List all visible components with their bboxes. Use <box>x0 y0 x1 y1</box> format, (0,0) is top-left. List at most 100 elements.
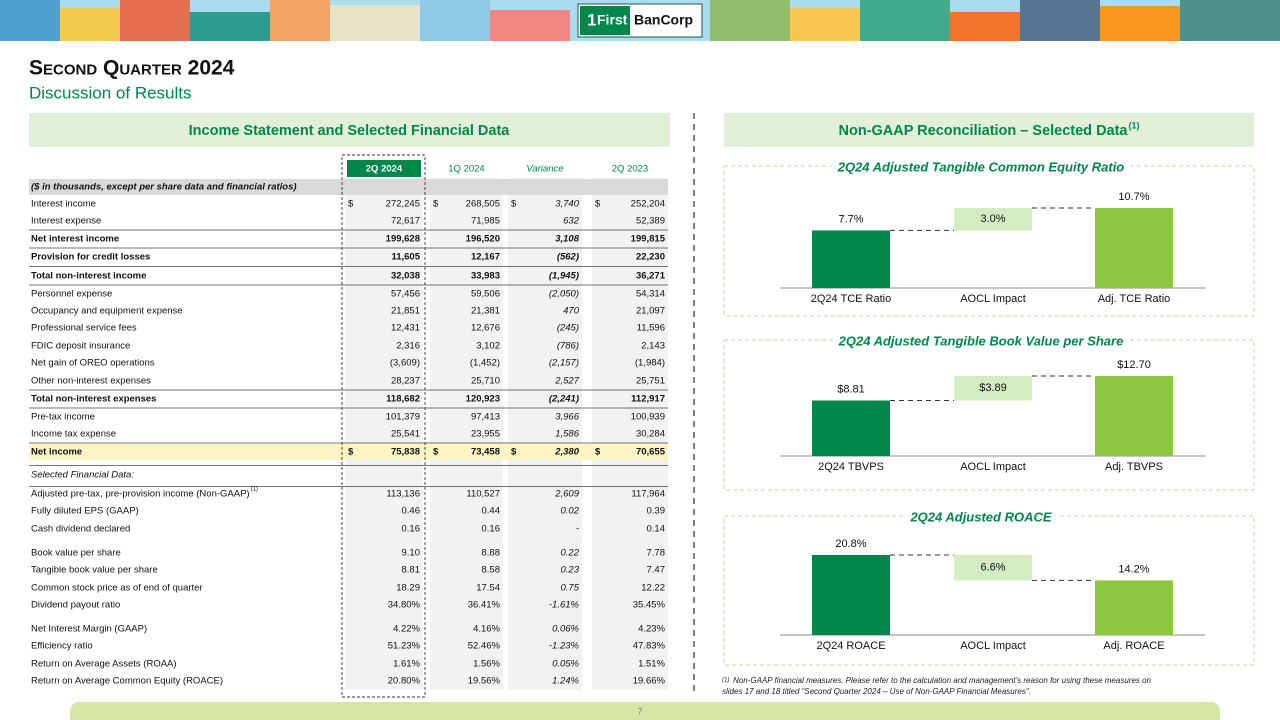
currency: $ <box>595 447 601 458</box>
logo-bancorp: BanCorp <box>634 12 693 28</box>
chart-panel <box>723 165 1255 317</box>
cell-value: 12,167 <box>471 252 500 263</box>
row-label: Efficiency ratio <box>31 641 93 652</box>
cell-value: 0.05% <box>552 659 579 670</box>
cell-value: 272,245 <box>386 199 420 210</box>
table: 2Q 2024 1Q 2024 Variance 2Q 2023 ($ in thous… <box>29 154 668 698</box>
cell-value: 12,431 <box>391 323 420 334</box>
cell-value: 1.24% <box>552 676 579 687</box>
row-label: Net interest income <box>31 234 119 245</box>
currency: $ <box>511 447 517 458</box>
cell-value: 52,389 <box>636 216 665 227</box>
title: Second Quarter 2024 <box>29 57 235 80</box>
row-label: Interest income <box>31 199 96 210</box>
cell-value: 1.51% <box>638 659 665 670</box>
cell-value: 470 <box>563 306 580 317</box>
cell-value: 25,541 <box>391 429 420 440</box>
cell-value: 21,851 <box>391 306 420 317</box>
row-label: Book value per share <box>31 548 121 559</box>
cell-value: 28,237 <box>391 376 420 387</box>
logo-numeral: 1 <box>587 10 596 29</box>
cell-value: 36,271 <box>636 271 666 282</box>
row-label: Net income <box>31 447 82 458</box>
column-bg <box>345 178 423 690</box>
row-label: Fully diluted EPS (GAAP) <box>31 506 139 517</box>
cell-value: 19.56% <box>468 676 501 687</box>
cell-value: 8.58 <box>482 565 501 576</box>
value-label: $3.89 <box>979 382 1007 394</box>
cell-value: 268,505 <box>466 199 500 210</box>
cell-value: 19.66% <box>633 676 666 687</box>
cell-value: (1,452) <box>470 358 500 369</box>
row-label: FDIC deposit insurance <box>31 341 130 352</box>
cell-value: 7.47 <box>647 565 666 576</box>
cell-value: 11,596 <box>637 323 665 334</box>
footnote-marker: (1) <box>722 678 729 684</box>
cell-value: 18.29 <box>396 583 420 594</box>
row-label: Adjusted pre-tax, pre-provision income (… <box>31 489 250 500</box>
cell-value: 72,617 <box>391 216 420 227</box>
charts: 2Q24 Adjusted Tangible Common Equity Rat… <box>723 159 1255 666</box>
value-label: $8.81 <box>837 383 865 395</box>
cell-value: 3,740 <box>555 199 579 210</box>
cell-value: 110,527 <box>466 489 500 500</box>
cell-value: 100,939 <box>631 412 665 423</box>
currency: $ <box>348 447 354 458</box>
currency: $ <box>595 199 601 210</box>
cell-value: 0.39 <box>647 506 666 517</box>
cell-value: (245) <box>557 323 579 334</box>
cell-value: 12,676 <box>471 323 500 334</box>
cell-value: 51.23% <box>388 641 421 652</box>
cell-value: (2,241) <box>549 394 579 405</box>
category-label: Adj. ROACE <box>1103 640 1164 652</box>
row-label: Net gain of OREO operations <box>31 358 155 369</box>
cell-value: 0.23 <box>561 565 580 576</box>
row-label: Occupancy and equipment expense <box>31 306 183 317</box>
category-label: 2Q24 TBVPS <box>818 461 884 473</box>
bar <box>1095 208 1173 288</box>
right-title-note: (1) <box>1129 120 1140 130</box>
title-bg <box>831 159 1131 173</box>
row-label: Selected Financial Data: <box>31 470 134 481</box>
cell-value: 2,609 <box>554 489 579 500</box>
value-label: 10.7% <box>1118 191 1149 203</box>
cell-value: 75,838 <box>391 447 420 458</box>
cell-value: 0.14 <box>647 524 666 535</box>
cell-value: 3,966 <box>555 412 579 423</box>
cell-value: 47.83% <box>633 641 666 652</box>
bar <box>812 555 890 635</box>
bar <box>812 230 890 288</box>
cell-value: 9.10 <box>402 548 421 559</box>
cell-value: 25,751 <box>636 376 665 387</box>
cell-value: (2,157) <box>549 358 579 369</box>
value-label: 3.0% <box>980 213 1005 225</box>
row-label: ($ in thousands, except per share data a… <box>31 182 297 193</box>
title-bg <box>904 509 1058 523</box>
cell-value: 8.88 <box>482 548 501 559</box>
cell-value: 52.46% <box>468 641 501 652</box>
row-note: (1) <box>251 487 258 493</box>
row-label: Total non-interest income <box>31 271 146 282</box>
bar <box>1095 580 1173 635</box>
bar <box>812 400 890 456</box>
cell-value: 4.16% <box>473 624 500 635</box>
banner <box>0 0 1280 41</box>
cell-value: 35.45% <box>633 600 666 611</box>
cell-value: 34.80% <box>388 600 421 611</box>
cell-value: 4.23% <box>638 624 665 635</box>
category-label: AOCL Impact <box>960 461 1026 473</box>
cell-value: 33,983 <box>471 271 500 282</box>
cell-value: 4.22% <box>393 624 420 635</box>
cell-value: 1.56% <box>473 659 500 670</box>
right-section-title: Non-GAAP Reconciliation – Selected Data <box>839 123 1129 139</box>
cell-value: 70,655 <box>636 447 666 458</box>
row-label: Provision for credit losses <box>31 252 150 263</box>
cell-value: 0.44 <box>482 506 501 517</box>
cell-value: 30,284 <box>636 429 665 440</box>
value-label: $12.70 <box>1117 359 1151 371</box>
cell-value: 0.22 <box>561 548 580 559</box>
chart-title: 2Q24 Adjusted ROACE <box>909 509 1051 524</box>
current-col-outline <box>341 154 426 698</box>
row-label: Pre-tax income <box>31 412 95 423</box>
column-header: 2Q 2023 <box>612 164 648 175</box>
